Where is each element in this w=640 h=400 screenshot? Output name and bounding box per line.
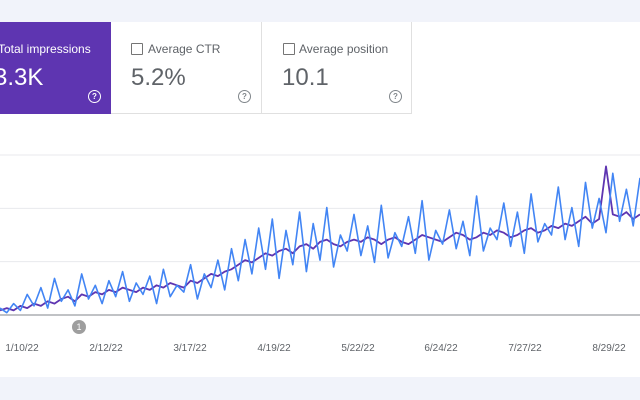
metric-label-position: Average position [299, 42, 389, 56]
x-tick-label: 5/22/22 [341, 343, 375, 354]
x-tick-label: 4/19/22 [257, 343, 291, 354]
help-icon[interactable]: ? [389, 90, 402, 103]
metric-cards: Total impressions 3.3K ? Average CTR 5.2… [0, 22, 640, 115]
metric-value-ctr: 5.2% [131, 64, 186, 91]
help-icon[interactable]: ? [88, 90, 101, 103]
x-tick-label: 6/24/22 [424, 343, 458, 354]
chart-canvas [0, 154, 640, 316]
metric-label-ctr: Average CTR [148, 42, 221, 56]
top-strip [0, 0, 640, 22]
x-tick-label: 1/10/22 [5, 343, 39, 354]
x-tick-label: 7/27/22 [508, 343, 542, 354]
clicks-series-line [0, 172, 640, 314]
metric-card-ctr[interactable]: Average CTR 5.2% ? [111, 22, 262, 114]
x-tick-label: 8/29/22 [592, 343, 626, 354]
help-icon[interactable]: ? [238, 90, 251, 103]
metric-value-position: 10.1 [282, 64, 329, 91]
annotation-marker[interactable]: 1 [72, 320, 86, 334]
x-tick-label: 2/12/22 [89, 343, 123, 354]
metric-label-impressions: Total impressions [0, 42, 91, 56]
metric-value-impressions: 3.3K [0, 64, 44, 91]
performance-chart: 1 1/10/22 2/12/22 3/17/22 4/19/22 5/22/22 6/2… [0, 115, 640, 377]
metric-card-position[interactable]: Average position 10.1 ? [262, 22, 412, 114]
metric-card-impressions[interactable]: Total impressions 3.3K ? [0, 22, 111, 114]
ctr-checkbox[interactable] [131, 43, 143, 55]
impressions-series-line [0, 165, 640, 312]
position-checkbox[interactable] [283, 43, 295, 55]
x-tick-label: 3/17/22 [173, 343, 207, 354]
